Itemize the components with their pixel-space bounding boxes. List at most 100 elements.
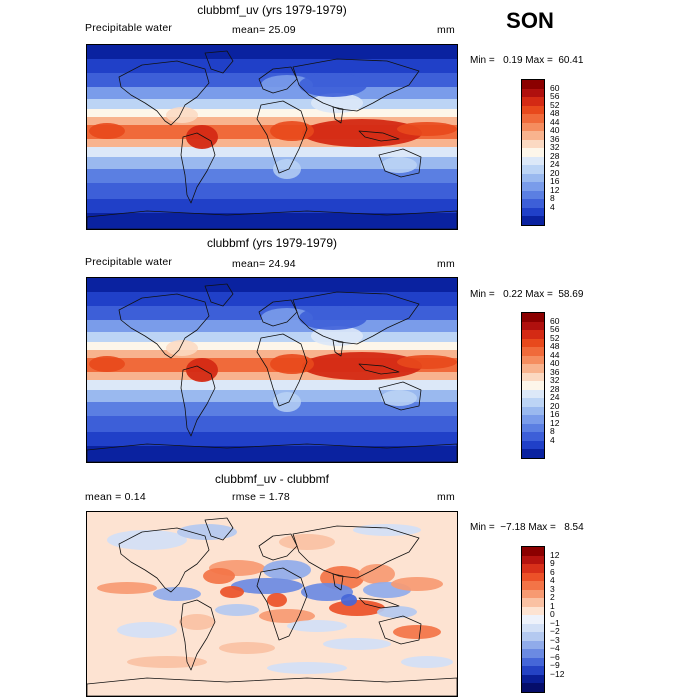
panel1-mean: mean= 25.09 [232, 24, 296, 36]
panel2-mean: mean= 24.94 [232, 258, 296, 270]
panel2-variable-label: Precipitable water [85, 256, 173, 268]
colorbar-tick-label: 1 [550, 600, 555, 611]
panel2-colorbar: 60 56 52 48 44 40 36 32 28 24 20 16 12 8 4 [521, 312, 559, 459]
colorbar-segment [522, 432, 544, 441]
colorbar-segment [522, 623, 544, 632]
colorbar-tick-label: 44 [550, 116, 560, 127]
panel2-title: clubbmf (yrs 1979-1979) [206, 236, 338, 250]
colorbar-tick-label: 12 [550, 417, 560, 428]
colorbar-tick-label: 60 [550, 315, 560, 326]
colorbar-tick-label: 0 [550, 609, 555, 619]
colorbar-segment [522, 640, 544, 649]
panel3-minmax: Min = −7.18 Max = 8.54 [470, 522, 584, 533]
colorbar-segment [522, 321, 544, 330]
colorbar-segment [522, 338, 544, 347]
panel2-minmax: Min = 0.22 Max = 58.69 [470, 289, 584, 300]
colorbar-tick-label: 12 [550, 549, 560, 560]
panel3-rmse: rmse = 1.78 [232, 491, 290, 503]
colorbar-tick-label: 8 [550, 426, 555, 436]
colorbar-segment [522, 199, 544, 208]
panel3-colorbar: 12 9 6 4 3 2 1 0 −1 −2 −3 −4 −6 −9 −12 [521, 546, 564, 693]
colorbar-segment [522, 122, 544, 131]
colorbar-tick-label: 56 [550, 91, 560, 101]
colorbar-tick-label: 32 [550, 375, 560, 385]
colorbar-tick-label: −12 [550, 668, 565, 679]
colorbar-tick-label: 32 [550, 142, 560, 152]
panel1-title: clubbmf_uv (yrs 1979-1979) [197, 3, 347, 17]
colorbar-tick-label: 36 [550, 133, 560, 144]
colorbar-segment [522, 406, 544, 415]
panel1-units: mm [437, 24, 455, 36]
colorbar-segment [522, 216, 544, 225]
colorbar-segment [522, 440, 544, 449]
colorbar-segment [522, 372, 544, 381]
colorbar-segment [522, 666, 544, 675]
colorbar-segment [522, 355, 544, 364]
colorbar-tick-label: 28 [550, 150, 560, 161]
colorbar-tick-label: 16 [550, 409, 560, 419]
colorbar-tick-label: 48 [550, 108, 560, 118]
colorbar-tick-label: 4 [550, 201, 555, 212]
colorbar-tick-label: 60 [550, 82, 560, 93]
colorbar-segment [522, 398, 544, 407]
panel2-map [86, 277, 458, 463]
colorbar-tick-label: 4 [550, 575, 555, 585]
panel2-map-field [87, 278, 457, 462]
colorbar-segment [522, 423, 544, 432]
colorbar-segment [522, 364, 544, 373]
colorbar-tick-label: 8 [550, 193, 555, 203]
panel2-units: mm [437, 258, 455, 270]
colorbar-tick-label: 16 [550, 176, 560, 186]
colorbar-segment [522, 389, 544, 398]
colorbar-tick-label: −6 [550, 651, 560, 662]
season-label: SON [506, 8, 554, 33]
colorbar-tick-label: −1 [550, 617, 560, 628]
colorbar-segment [522, 114, 544, 123]
colorbar-tick-label: 52 [550, 99, 560, 110]
colorbar-segment [522, 615, 544, 624]
colorbar-segment [522, 606, 544, 615]
colorbar-tick-label: 12 [550, 184, 560, 195]
colorbar-tick-label: 6 [550, 566, 555, 577]
colorbar-segment [522, 657, 544, 666]
colorbar-tick-label: 48 [550, 341, 560, 351]
colorbar-segment [522, 547, 544, 556]
colorbar-tick-label: 56 [550, 324, 560, 334]
colorbar-segment [522, 381, 544, 390]
colorbar-segment [522, 415, 544, 424]
colorbar-segment [522, 207, 544, 216]
colorbar-segment [522, 683, 544, 692]
colorbar-tick-label: 24 [550, 392, 560, 402]
colorbar-tick-label: 44 [550, 349, 560, 360]
colorbar-segment [522, 156, 544, 165]
colorbar-segment [522, 88, 544, 97]
colorbar-segment [522, 182, 544, 191]
panel1-colorbar: 60 56 52 48 44 40 36 32 28 24 20 16 12 8 4 [521, 79, 559, 226]
colorbar-segment [522, 173, 544, 182]
colorbar-tick-label: −9 [550, 660, 560, 670]
colorbar-tick-label: 52 [550, 332, 560, 343]
colorbar-tick-label: 40 [550, 358, 560, 368]
panel3-title: clubbmf_uv - clubbmf [214, 472, 330, 486]
panel1-map [86, 44, 458, 230]
colorbar-tick-label: 3 [550, 583, 555, 594]
colorbar-segment [522, 97, 544, 106]
colorbar-tick-label: 28 [550, 383, 560, 394]
colorbar-segment [522, 347, 544, 356]
colorbar-tick-label: −4 [550, 643, 560, 653]
colorbar-tick-label: −3 [550, 634, 560, 645]
colorbar-tick-label: 4 [550, 434, 555, 445]
panel3-map [86, 511, 458, 697]
colorbar-segment [522, 632, 544, 641]
colorbar-segment [522, 555, 544, 564]
colorbar-tick-label: −2 [550, 626, 560, 636]
colorbar-segment [522, 139, 544, 148]
colorbar-tick-label: 20 [550, 167, 560, 178]
colorbar-segment [522, 674, 544, 683]
panel1-map-field [87, 45, 457, 229]
colorbar-segment [522, 131, 544, 140]
colorbar-segment [522, 598, 544, 607]
panel1-minmax: Min = 0.19 Max = 60.41 [470, 55, 584, 66]
colorbar-tick-label: 40 [550, 125, 560, 135]
colorbar-tick-label: 2 [550, 592, 555, 602]
